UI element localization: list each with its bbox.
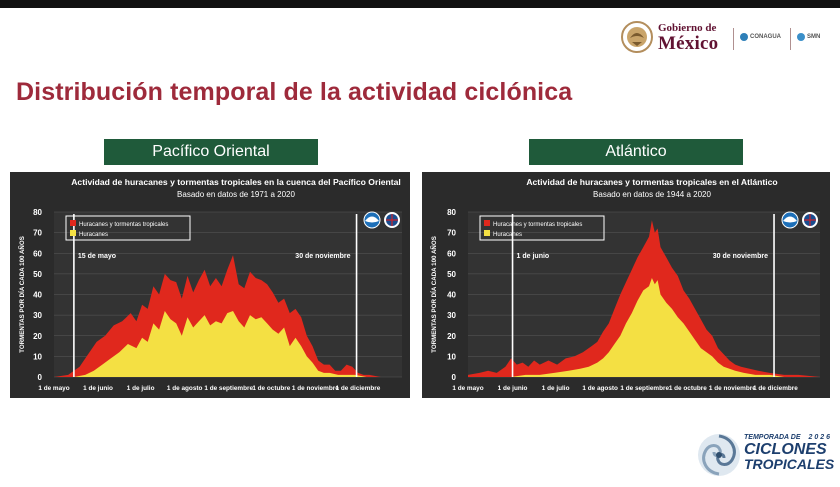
conagua-label: CONAGUA [750,34,781,40]
series-hurricanes-area [54,311,402,377]
y-tick-label: 50 [447,270,456,279]
chart-pacific: Actividad de huracanes y tormentas tropi… [18,177,402,392]
chart-atlantic: Actividad de huracanes y tormentas tropi… [430,177,820,392]
y-tick-label: 60 [447,249,456,258]
x-tick-label: 1 de julio [542,385,570,392]
y-tick-label: 30 [33,311,42,320]
government-logo: Gobierno de México CONAGUA SMN [620,20,830,56]
x-tick-label: 1 de noviembre [292,385,339,392]
x-tick-label: 1 de diciembre [753,385,798,392]
y-tick-label: 60 [33,249,42,258]
region-label-pacific: Pacífico Oriental [104,139,318,165]
logo-divider-2 [790,28,791,50]
conagua-icon [740,33,748,41]
chart-title: Actividad de huracanes y tormentas tropi… [71,177,401,187]
y-tick-label: 20 [33,332,42,341]
legend-swatch-storms [70,220,76,226]
smn-icon [797,33,805,41]
y-axis-label: TORMENTAS POR DÍA CADA 100 AÑOS [18,236,26,353]
legend-label: Huracanes y tormentas tropicales [79,222,168,228]
season-line-1: CICLONES [744,441,827,458]
y-tick-label: 70 [33,229,42,238]
season-marker-label: 1 de junio [517,253,550,260]
y-tick-label: 80 [33,208,42,217]
x-tick-label: 1 de septiembre [620,385,669,392]
season-marker-label: 30 de noviembre [295,253,350,260]
chart-title: Actividad de huracanes y tormentas tropi… [526,177,777,187]
y-tick-label: 70 [447,229,456,238]
season-line-2: TROPICALES [744,456,835,472]
season-top-line: TEMPORADA DE 2026 [744,434,833,441]
region-label-atlantic: Atlántico [529,139,743,165]
legend-box [479,215,605,241]
smn-label: SMN [807,34,821,40]
nws-cross-icon [804,214,816,226]
x-tick-label: 1 de agosto [167,385,203,392]
y-tick-label: 20 [447,332,456,341]
x-tick-label: 1 de octubre [669,385,707,392]
x-tick-label: 1 de mayo [38,385,69,392]
y-tick-label: 10 [33,352,42,361]
page-title: Distribución temporal de la actividad ci… [16,78,573,106]
gov-line-1: Gobierno de [658,22,717,34]
nws-cross-icon [386,214,398,226]
legend-box [65,215,191,241]
cyclone-swirl-icon [698,434,740,476]
y-tick-label: 10 [447,352,456,361]
x-tick-label: 1 de diciembre [336,385,381,392]
x-tick-label: 1 de julio [127,385,155,392]
y-axis-label: TORMENTAS POR DÍA CADA 100 AÑOS [430,236,438,353]
x-tick-label: 1 de junio [498,385,528,392]
noaa-gull-icon [365,216,379,223]
y-tick-label: 40 [447,291,456,300]
x-tick-label: 1 de septiembre [204,385,253,392]
chart-panel-atlantic: Actividad de huracanes y tormentas tropi… [422,172,830,398]
season-marker-label: 30 de noviembre [713,253,768,260]
x-tick-label: 1 de octubre [252,385,290,392]
y-tick-label: 40 [33,291,42,300]
x-tick-label: 1 de noviembre [709,385,756,392]
legend-swatch-storms [484,220,490,226]
series-hurricanes-area [468,278,820,377]
y-tick-label: 50 [33,270,42,279]
chart-subtitle: Basado en datos de 1944 a 2020 [593,190,711,199]
x-tick-label: 1 de agosto [582,385,618,392]
x-tick-label: 1 de junio [83,385,113,392]
y-tick-label: 80 [447,208,456,217]
x-tick-label: 1 de mayo [452,385,483,392]
y-tick-label: 0 [452,373,457,382]
gov-line-2: México [658,33,719,54]
legend-swatch-hurricanes [484,230,490,236]
season-marker-label: 15 de mayo [78,253,116,260]
chart-subtitle: Basado en datos de 1971 a 2020 [177,190,295,199]
legend-label: Huracanes [493,232,522,238]
season-logo: TEMPORADA DE 2026 CICLONES TROPICALES [696,430,835,478]
legend-swatch-hurricanes [70,230,76,236]
chart-panel-pacific: Actividad de huracanes y tormentas tropi… [10,172,410,398]
noaa-gull-icon [783,216,797,223]
y-tick-label: 0 [38,373,43,382]
logo-divider [733,28,734,50]
y-tick-label: 30 [447,311,456,320]
top-bar [0,0,840,8]
legend-label: Huracanes [79,232,108,238]
eagle-emblem-icon [621,21,653,53]
legend-label: Huracanes y tormentas tropicales [493,222,582,228]
